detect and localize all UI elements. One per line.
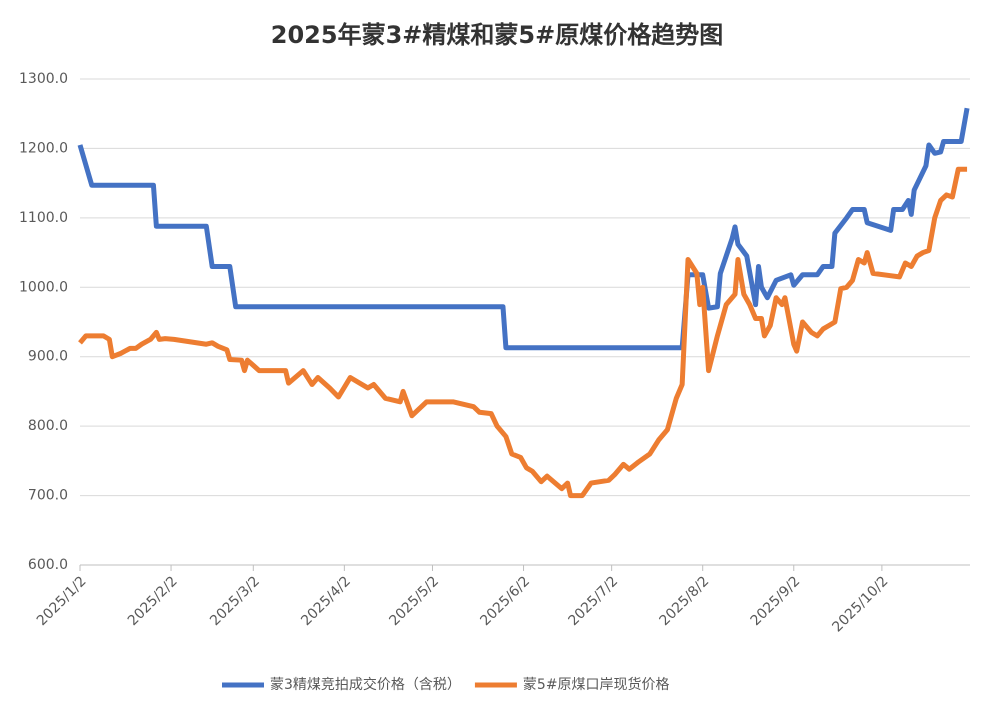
x-tick-label: 2025/10/2 bbox=[829, 573, 891, 635]
y-tick-label: 1200.0 bbox=[19, 140, 68, 156]
x-tick-label: 2025/9/2 bbox=[748, 573, 804, 629]
legend-label: 蒙5#原煤口岸现货价格 bbox=[523, 676, 670, 693]
x-tick-label: 2025/4/2 bbox=[298, 573, 354, 629]
y-tick-label: 800.0 bbox=[28, 418, 68, 434]
y-tick-label: 700.0 bbox=[28, 488, 68, 504]
legend-label: 蒙3精煤竞拍成交价格（含税） bbox=[270, 676, 461, 693]
y-tick-label: 1100.0 bbox=[19, 210, 68, 226]
y-tick-label: 1000.0 bbox=[19, 279, 68, 295]
x-tick-label: 2025/2/2 bbox=[125, 573, 181, 629]
x-tick-label: 2025/1/2 bbox=[34, 573, 90, 629]
x-tick-label: 2025/5/2 bbox=[386, 573, 442, 629]
y-tick-label: 600.0 bbox=[28, 557, 68, 573]
x-tick-label: 2025/7/2 bbox=[566, 573, 622, 629]
x-tick-label: 2025/8/2 bbox=[657, 573, 713, 629]
x-tick-label: 2025/3/2 bbox=[207, 573, 263, 629]
series-line bbox=[77, 107, 970, 351]
chart-title: 2025年蒙3#精煤和蒙5#原煤价格趋势图 bbox=[271, 21, 723, 49]
x-tick-label: 2025/6/2 bbox=[477, 573, 533, 629]
y-tick-label: 900.0 bbox=[28, 349, 68, 365]
y-tick-label: 1300.0 bbox=[19, 71, 68, 87]
series-line bbox=[78, 166, 968, 499]
